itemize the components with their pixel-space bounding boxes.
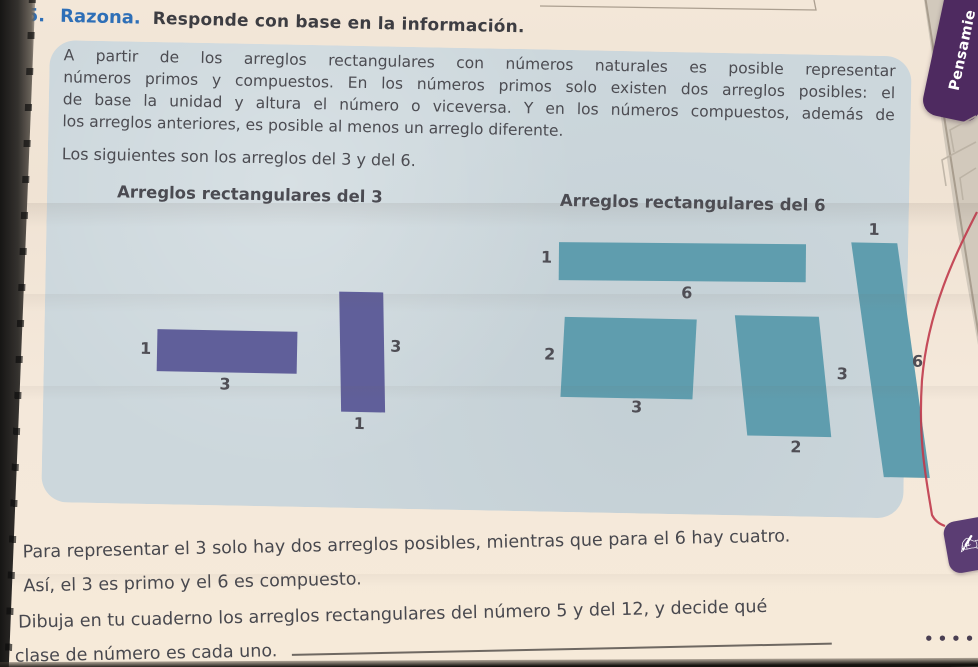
dim-label: 1 (540, 247, 553, 267)
dim-label: 1 (139, 338, 152, 358)
circuit-decoration-icon (941, 115, 977, 201)
dim-label: 3 (219, 374, 231, 394)
conclusion-line: Para representar el 3 solo hay dos arreg… (22, 526, 791, 563)
side-tab-label: Pensamie (946, 8, 978, 92)
dim-label: 6 (911, 351, 924, 371)
dim-label: 3 (630, 397, 643, 417)
exercise-title: Razona. (59, 5, 142, 29)
dim-label: 1 (353, 413, 366, 434)
diagram3-title: Arreglos rectangulares del 3 (116, 182, 383, 207)
dim-label: 1 (868, 219, 880, 239)
dim-label: 3 (390, 336, 402, 356)
writing-hand-icon: ✍ (956, 528, 978, 562)
arrangement-1x3 (339, 291, 386, 413)
diagram6-title: Arreglos rectangulares del 6 (559, 190, 826, 215)
arrangement-2x3 (734, 315, 832, 438)
answer-line (291, 638, 832, 656)
previous-section-edge (540, 0, 817, 11)
arrangement-6x1 (558, 242, 807, 283)
dim-label: 3 (836, 364, 849, 384)
bottom-section: Para representar el 3 solo hay dos arreg… (0, 500, 978, 667)
dim-label: 2 (790, 437, 802, 457)
task-line: Dibuja en tu cuaderno los arreglos recta… (17, 596, 768, 633)
arrangement-3x1 (156, 329, 298, 374)
exercise-instruction: Responde con base en la información. (152, 8, 525, 38)
footer-dots: •••• (924, 630, 978, 648)
dim-label: 2 (543, 344, 556, 364)
examples-intro: Los siguientes son los arreglos del 3 y … (61, 144, 416, 171)
dim-label: 6 (681, 283, 693, 303)
arrangement-3x2 (560, 316, 697, 400)
conclusion-line: Así, el 3 es primo y el 6 es compuesto. (23, 569, 362, 597)
info-box: A partir de los arreglos rectangulares c… (41, 40, 930, 519)
